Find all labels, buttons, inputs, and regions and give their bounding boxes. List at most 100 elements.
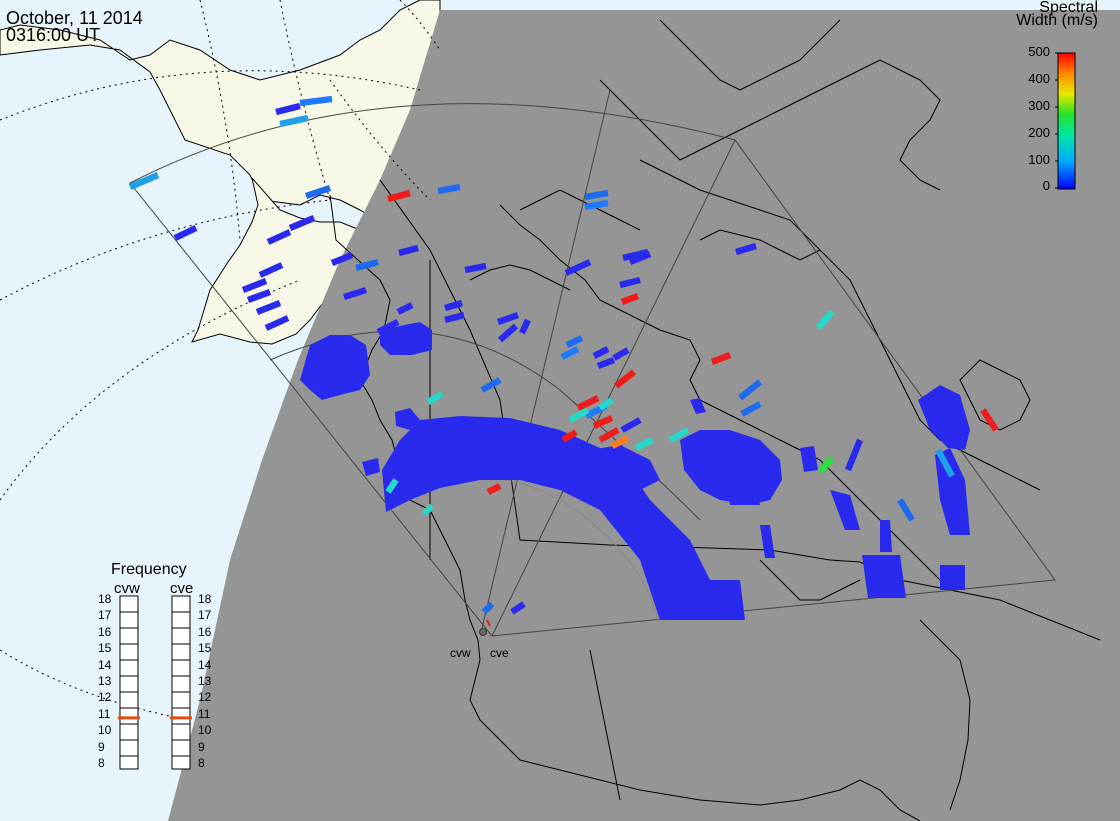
range-gate-cell (396, 302, 414, 315)
range-gate-cell (592, 346, 610, 359)
frequency-tick-label: 14 (198, 657, 212, 672)
range-gate-cell (355, 258, 379, 272)
frequency-tick-label: 9 (98, 739, 105, 754)
range-gate-cell (610, 435, 630, 449)
colorbar-title-line2: Width (m/s) (1016, 12, 1098, 29)
range-gate-cell (614, 369, 636, 389)
colorbar-tick-label: 0 (1042, 178, 1050, 193)
range-gate-cell (264, 315, 290, 331)
colorbar-tick-label: 500 (1028, 44, 1050, 59)
range-gate-cell (173, 225, 198, 241)
range-gate-cell (241, 278, 268, 293)
colorbar-tick-label: 200 (1028, 125, 1050, 140)
range-gate-cell (444, 299, 463, 312)
range-gate-cell (598, 397, 614, 411)
frequency-tick-label: 18 (198, 592, 212, 606)
colorbar-tick-marks (1055, 52, 1058, 189)
range-gate-cell (710, 352, 732, 365)
colorbar-gradient (1057, 52, 1076, 190)
range-gate-cell (330, 252, 354, 266)
range-gate-cell (376, 319, 400, 335)
range-gate-cell (592, 415, 614, 429)
range-gate-cell (740, 401, 762, 417)
frequency-tick-label: 14 (98, 657, 112, 672)
range-gate-cell (387, 189, 411, 203)
frequency-tick-label: 9 (198, 739, 205, 754)
range-gate-cell (735, 242, 757, 256)
frequency-tick-label: 10 (198, 723, 212, 738)
range-gate-cell (628, 251, 652, 265)
frequency-tick-label: 11 (198, 706, 211, 721)
frequency-tick-label: 17 (98, 608, 112, 623)
range-gate-cell (596, 357, 616, 369)
colorbar-title-line1: Spectral (1039, 0, 1098, 16)
range-gate-cell (288, 215, 316, 231)
frequency-panel-title: Frequency (111, 561, 187, 578)
station-label-cve: cve (490, 646, 509, 660)
frequency-tick-label: 13 (98, 674, 112, 688)
range-gate-cell (668, 427, 690, 443)
range-gate-cell (299, 95, 333, 107)
time-label: 0316:00 UT (6, 25, 101, 45)
range-gate-cell (398, 244, 419, 257)
range-gate-cell (279, 114, 309, 128)
range-gate-cell (444, 311, 465, 324)
range-gate-cell (560, 346, 580, 360)
backscatter-band (300, 322, 970, 620)
range-gate-cell (266, 229, 292, 245)
frequency-tick-label: 12 (98, 690, 112, 705)
range-gate-cell (584, 199, 609, 211)
range-gate-cell (421, 503, 435, 517)
range-gate-cell (510, 601, 526, 615)
radar-site-cvw (479, 628, 487, 636)
range-gate-cell (480, 377, 502, 393)
range-gate-cell (620, 293, 640, 305)
range-gate-cell (738, 379, 762, 401)
range-gate-cell (437, 183, 461, 195)
colorbar-tick-label: 400 (1028, 71, 1050, 86)
range-gate-cell (980, 408, 999, 432)
frequency-column-cvw: cvw (114, 580, 140, 597)
range-gate-cell (481, 601, 495, 615)
range-gate-cell (568, 407, 590, 423)
range-gate-cell (343, 286, 367, 301)
range-gate-cell (576, 395, 600, 411)
range-gate-cell (246, 288, 272, 304)
range-gate-cell (564, 259, 592, 276)
range-gate-cell (634, 437, 654, 451)
frequency-tick-label: 11 (98, 706, 111, 721)
radar-site-cve-marker (486, 619, 491, 627)
frequency-tick-label: 8 (198, 756, 205, 770)
range-gate-cell (258, 262, 284, 278)
range-gate-cell (275, 102, 301, 116)
frequency-tick-label: 18 (98, 592, 112, 606)
range-gate-cell (598, 427, 620, 443)
frequency-tick-label: 16 (98, 624, 112, 639)
range-gate-cell (622, 248, 649, 262)
range-gate-cell (612, 347, 630, 361)
frequency-tick-label: 16 (198, 624, 212, 639)
range-gate-cell (561, 429, 578, 443)
frequency-tick-label: 15 (98, 641, 112, 656)
station-label-cvw: cvw (450, 646, 471, 660)
range-gate-cell (620, 417, 642, 433)
range-gate-cell (128, 172, 160, 190)
frequency-tick-label: 8 (98, 756, 105, 770)
range-gate-cell (496, 311, 520, 326)
range-gate-cell (385, 478, 399, 494)
range-gate-cell (817, 455, 835, 475)
frequency-tick-label: 10 (98, 723, 112, 738)
range-gate-cell (935, 448, 955, 478)
frequency-grid (120, 611, 190, 757)
range-gate-cell (619, 276, 641, 289)
range-gate-cell (584, 189, 609, 201)
range-gate-cell (426, 391, 444, 405)
frequency-tick-label: 13 (198, 674, 212, 688)
frequency-tick-label: 15 (198, 641, 212, 656)
range-gate-cell (519, 318, 531, 335)
range-gate-cell (497, 323, 519, 343)
frequency-boxes (119, 595, 191, 770)
range-gate-cells (128, 95, 999, 615)
range-gate-cell (486, 483, 502, 495)
